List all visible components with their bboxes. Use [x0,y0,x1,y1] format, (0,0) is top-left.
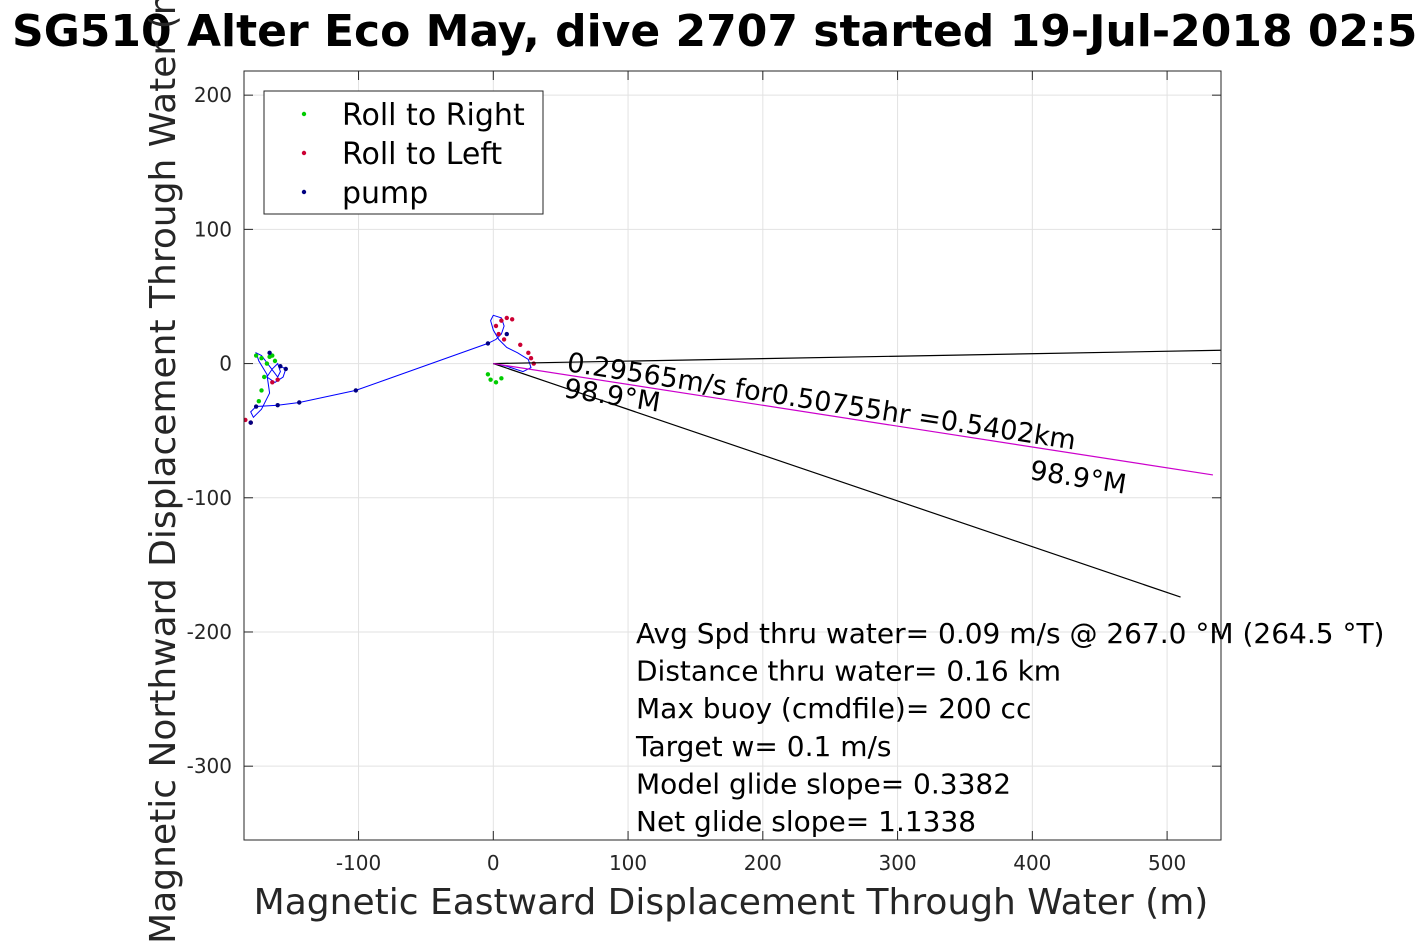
pump-point [353,388,359,393]
y-tick-labels: -300 -200 -100 0 100 200 [187,83,232,778]
y-tick-label: -200 [187,620,232,644]
legend-box [263,90,544,215]
grid-lines [244,71,1221,840]
legend-marker [301,189,307,195]
y-tick-label: 200 [194,83,232,107]
legend-label: pump [342,176,428,211]
vector-line [493,363,1181,598]
roll-to-left-point [531,361,536,366]
vector-layer [493,349,1221,598]
y-tick-label: -100 [187,486,232,510]
roll-to-right-point [264,361,270,366]
roll-to-left-point [244,417,248,423]
legend: Roll to Right Roll to Left pump [263,90,544,215]
stats-line: Net glide slope= 1.1338 [636,805,976,838]
roll-to-right-point [253,353,259,358]
stats-line: Max buoy (cmdfile)= 200 cc [636,692,1031,725]
roll-to-right-point [493,380,499,385]
y-axis-label: Magnetic Northward Displacement Through … [143,0,184,944]
roll-to-right-point [488,377,493,382]
legend-label: Roll to Right [342,98,525,133]
pump-point [297,400,302,405]
stats-line: Distance thru water= 0.16 km [636,655,1061,688]
legend-marker [301,150,307,156]
vector-line [493,362,1214,476]
roll-to-left-point [499,318,504,323]
roll-to-left-point [270,380,275,385]
x-tick-label: 400 [1013,851,1051,875]
pump-point [278,364,283,369]
roll-to-right-point [256,398,262,404]
x-axis-label: Magnetic Eastward Displacement Through W… [254,882,1209,923]
roll-to-right-point [499,376,504,381]
pump-point [275,402,280,408]
roll-to-right-point [270,353,275,358]
series-layer [244,314,536,425]
pump-point [248,420,253,425]
stats-line: Avg Spd thru water= 0.09 m/s @ 267.0 °M … [636,617,1384,650]
roll-to-left-point [275,377,280,382]
chart-title: SG510 Alter Eco May, dive 2707 started 1… [12,6,1417,57]
tick-marks [244,71,1221,840]
x-tick-label: 100 [609,851,647,875]
x-tick-label: 200 [744,851,782,875]
y-tick-label: 100 [194,217,232,241]
x-tick-label: -100 [336,851,381,875]
roll-to-left-point [496,331,501,337]
pump-point [485,341,491,346]
axes-box [243,70,1222,841]
roll-to-left-point [501,337,507,342]
stats-line: Target w= 0.1 m/s [635,730,892,763]
vector-line [493,349,1221,365]
y-tick-label: -300 [187,754,232,778]
roll-to-left-point [526,350,531,356]
glider-track-line [250,314,532,419]
y-tick-label: 0 [219,352,232,376]
roll-to-left-point [528,356,534,361]
roll-to-right-point [272,358,278,364]
x-tick-label: 0 [487,851,500,875]
roll-to-right-point [485,372,491,377]
legend-marker [301,111,307,117]
pump-point [267,350,272,356]
stats-block: Avg Spd thru water= 0.09 m/s @ 267.0 °M … [635,617,1384,838]
pump-point [253,404,259,409]
roll-to-right-point [259,388,264,393]
pump-point [504,331,509,337]
pump-point [283,366,288,372]
x-tick-labels: -100 0 100 200 300 400 500 [336,851,1186,875]
stats-line: Model glide slope= 0.3382 [636,767,1011,800]
x-tick-label: 500 [1148,851,1186,875]
legend-label: Roll to Left [342,137,502,172]
roll-to-left-point [504,315,509,321]
roll-to-right-point [262,374,267,380]
x-tick-label: 300 [878,851,916,875]
roll-to-left-point [509,317,515,322]
roll-to-right-point [259,356,264,361]
roll-to-left-point [493,323,499,329]
roll-to-left-point [518,342,523,347]
